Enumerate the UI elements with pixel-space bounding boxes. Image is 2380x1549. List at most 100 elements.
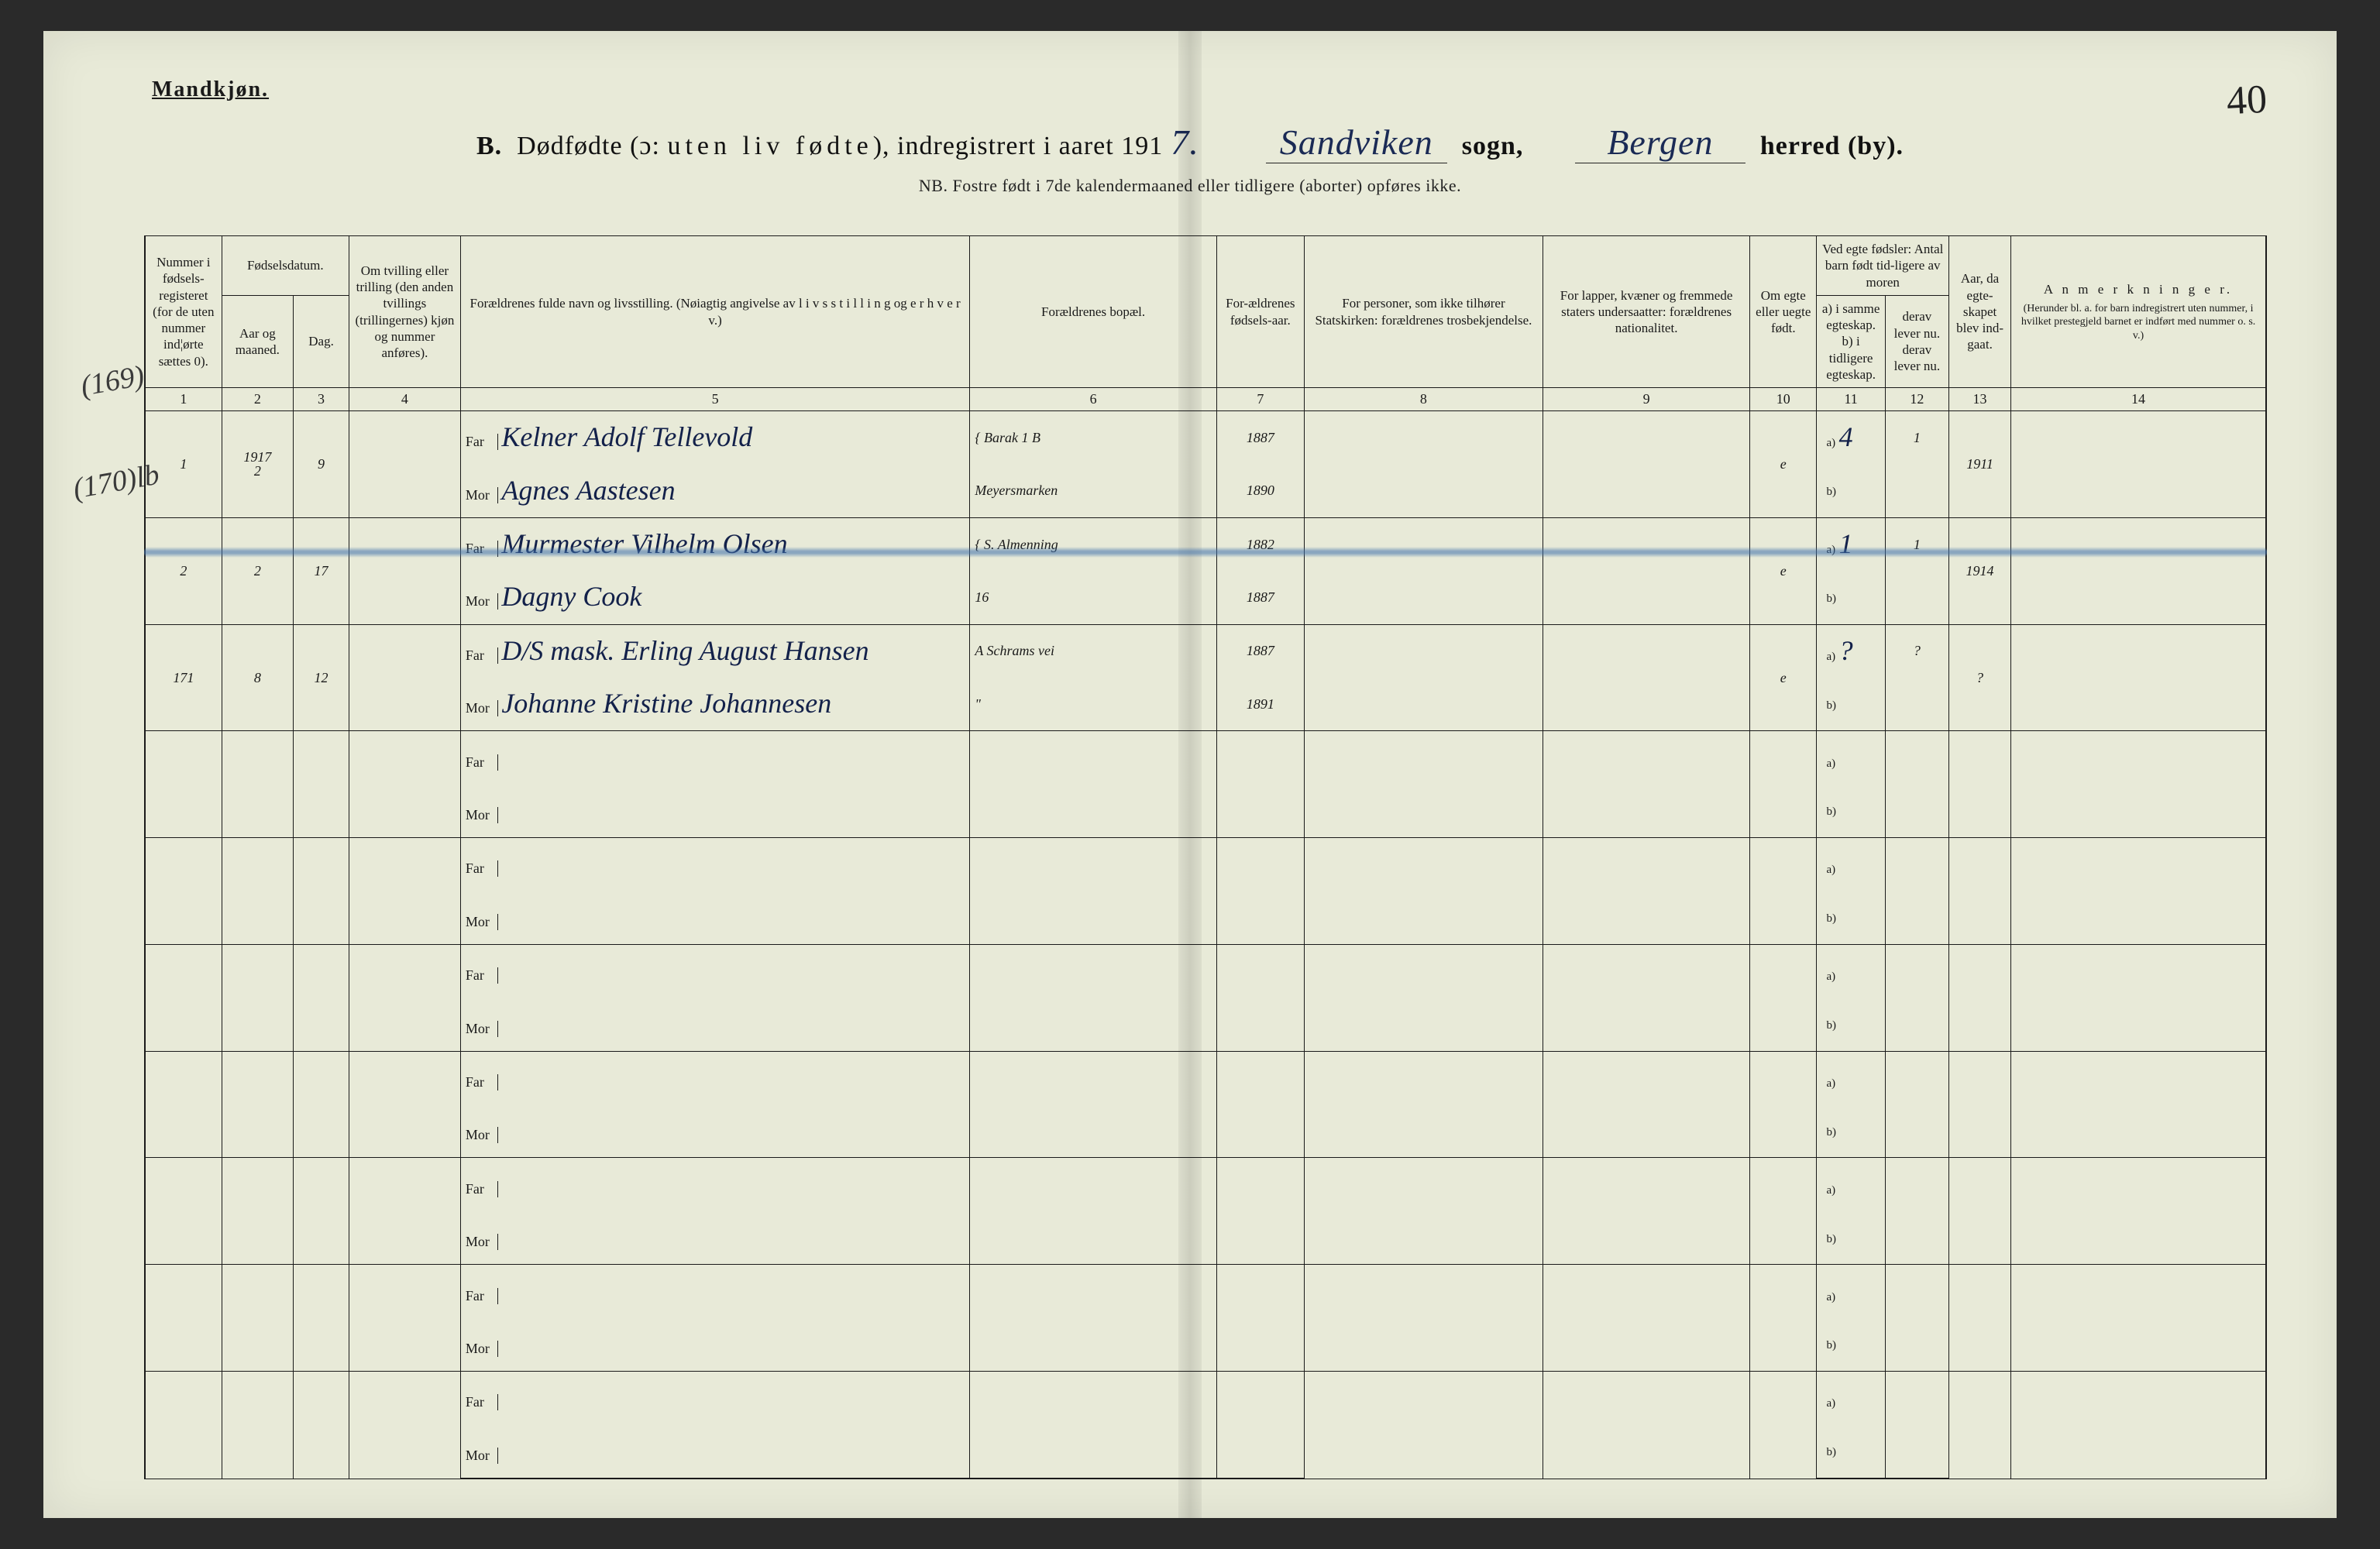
col-3-header: Dag. [294, 295, 349, 387]
c12a: derav lever nu. [1890, 308, 1944, 342]
cell-a-lever [1885, 1051, 1948, 1104]
cell-notes [2011, 731, 2266, 838]
coln-6: 6 [970, 388, 1216, 411]
far-label: Far [466, 1181, 498, 1197]
table-header: Nummer i fødsels-registeret (for de uten… [146, 236, 2266, 411]
cell-mor-name: Mor [460, 1318, 970, 1372]
cell-far-year [1216, 731, 1304, 785]
coln-3: 3 [294, 388, 349, 411]
far-label: Far [466, 1288, 498, 1304]
cell-legit [1750, 731, 1817, 838]
cell-b-lever [1885, 785, 1948, 838]
cell-no: 2 [146, 517, 222, 624]
col-12-header: derav lever nu. derav lever nu. [1885, 295, 1948, 387]
cell-twin [349, 944, 461, 1051]
cell-no [146, 838, 222, 945]
cell-far-name: Far Kelner Adolf Tellevold [460, 411, 970, 465]
cell-mor-year [1216, 891, 1304, 945]
cell-day [294, 838, 349, 945]
ledger-grid: Nummer i fødsels-registeret (for de uten… [144, 235, 2267, 1479]
cell-rel [1304, 411, 1543, 518]
cell-ym [222, 944, 293, 1051]
far-label: Far [466, 541, 498, 557]
cell-mor-place [970, 1424, 1216, 1478]
c12b: derav lever nu. [1890, 342, 1944, 375]
cell-legit [1750, 838, 1817, 945]
cell-a-lever [1885, 1158, 1948, 1211]
cell-rel [1304, 731, 1543, 838]
coln-8: 8 [1304, 388, 1543, 411]
cell-legit: e [1750, 624, 1817, 731]
cell-b: b) [1817, 464, 1885, 517]
cell-mor-year: 1890 [1216, 464, 1304, 517]
table-row: Mor b) [146, 998, 2266, 1051]
table-row: Far a) [146, 1051, 2266, 1104]
col-4-header: Om tvilling eller trilling (den anden tv… [349, 236, 461, 388]
table-row: Mor b) [146, 1104, 2266, 1158]
mor-label: Mor [466, 700, 498, 716]
cell-day: 12 [294, 624, 349, 731]
table-row: 11917 29Far Kelner Adolf Tellevold{ Bara… [146, 411, 2266, 465]
cell-no [146, 1051, 222, 1158]
table-row: Mor Agnes AastesenMeyersmarken1890b) [146, 464, 2266, 517]
cell-rel [1304, 1051, 1543, 1158]
cell-notes [2011, 624, 2266, 731]
cell-mor-year [1216, 1104, 1304, 1158]
cell-twin [349, 1265, 461, 1372]
col-11-group: Ved egte fødsler: Antal barn født tid-li… [1817, 236, 1949, 295]
table-row: Mor Johanne Kristine Johannesen"1891b) [146, 678, 2266, 731]
cell-ym [222, 838, 293, 945]
cell-nat [1543, 1051, 1750, 1158]
cell-mor-place [970, 1211, 1216, 1265]
cell-mor-place [970, 785, 1216, 838]
cell-far-name: Far [460, 838, 970, 891]
cell-legit [1750, 1158, 1817, 1265]
margin-note-1: (169) [78, 359, 147, 404]
cell-mor-name: Mor [460, 998, 970, 1051]
c11b: b) i tidligere egteskap. [1821, 333, 1880, 383]
coln-7: 7 [1216, 388, 1304, 411]
cell-legit [1750, 1265, 1817, 1372]
cell-far-year [1216, 944, 1304, 998]
table-row: Far a) [146, 1158, 2266, 1211]
cell-no [146, 944, 222, 1051]
herred-label: herred (by). [1760, 132, 1904, 160]
cell-day [294, 731, 349, 838]
col-9-header: For lapper, kvæner og fremmede staters u… [1543, 236, 1750, 388]
mor-label: Mor [466, 487, 498, 503]
cell-mor-place [970, 998, 1216, 1051]
cell-no [146, 1265, 222, 1372]
cell-legit [1750, 944, 1817, 1051]
table-row: Mor b) [146, 1211, 2266, 1265]
cell-mor-place [970, 1104, 1216, 1158]
cell-married [1948, 731, 2010, 838]
cell-far-year [1216, 1372, 1304, 1425]
title-line: B. Dødfødte (ɔ: uten liv fødte), indregi… [82, 124, 2298, 163]
cell-rel [1304, 944, 1543, 1051]
coln-9: 9 [1543, 388, 1750, 411]
cell-married [1948, 838, 2010, 945]
table-row: 2217Far Murmester Vilhelm Olsen{ S. Alme… [146, 517, 2266, 571]
cell-far-place [970, 1372, 1216, 1425]
cell-b-lever [1885, 1318, 1948, 1372]
cell-a: a) [1817, 1265, 1885, 1318]
cell-ym [222, 1051, 293, 1158]
cell-a: a) ? [1817, 624, 1885, 678]
cell-mor-name: Mor Johanne Kristine Johannesen [460, 678, 970, 731]
cell-no: 1 [146, 411, 222, 518]
column-number-row: 1 2 3 4 5 6 7 8 9 10 11 12 13 14 [146, 388, 2266, 411]
cell-day [294, 1372, 349, 1479]
title-pre: Dødfødte (ɔ: [510, 132, 668, 160]
far-label: Far [466, 1074, 498, 1090]
cell-ym [222, 1372, 293, 1479]
cell-far-name: Far [460, 731, 970, 785]
cell-b-lever [1885, 998, 1948, 1051]
cell-b: b) [1817, 571, 1885, 624]
cell-mor-year [1216, 1318, 1304, 1372]
far-label: Far [466, 434, 498, 450]
cell-mor-place [970, 1318, 1216, 1372]
cell-far-place: { Barak 1 B [970, 411, 1216, 465]
cell-far-place [970, 1265, 1216, 1318]
cell-legit [1750, 1372, 1817, 1479]
coln-12: 12 [1885, 388, 1948, 411]
